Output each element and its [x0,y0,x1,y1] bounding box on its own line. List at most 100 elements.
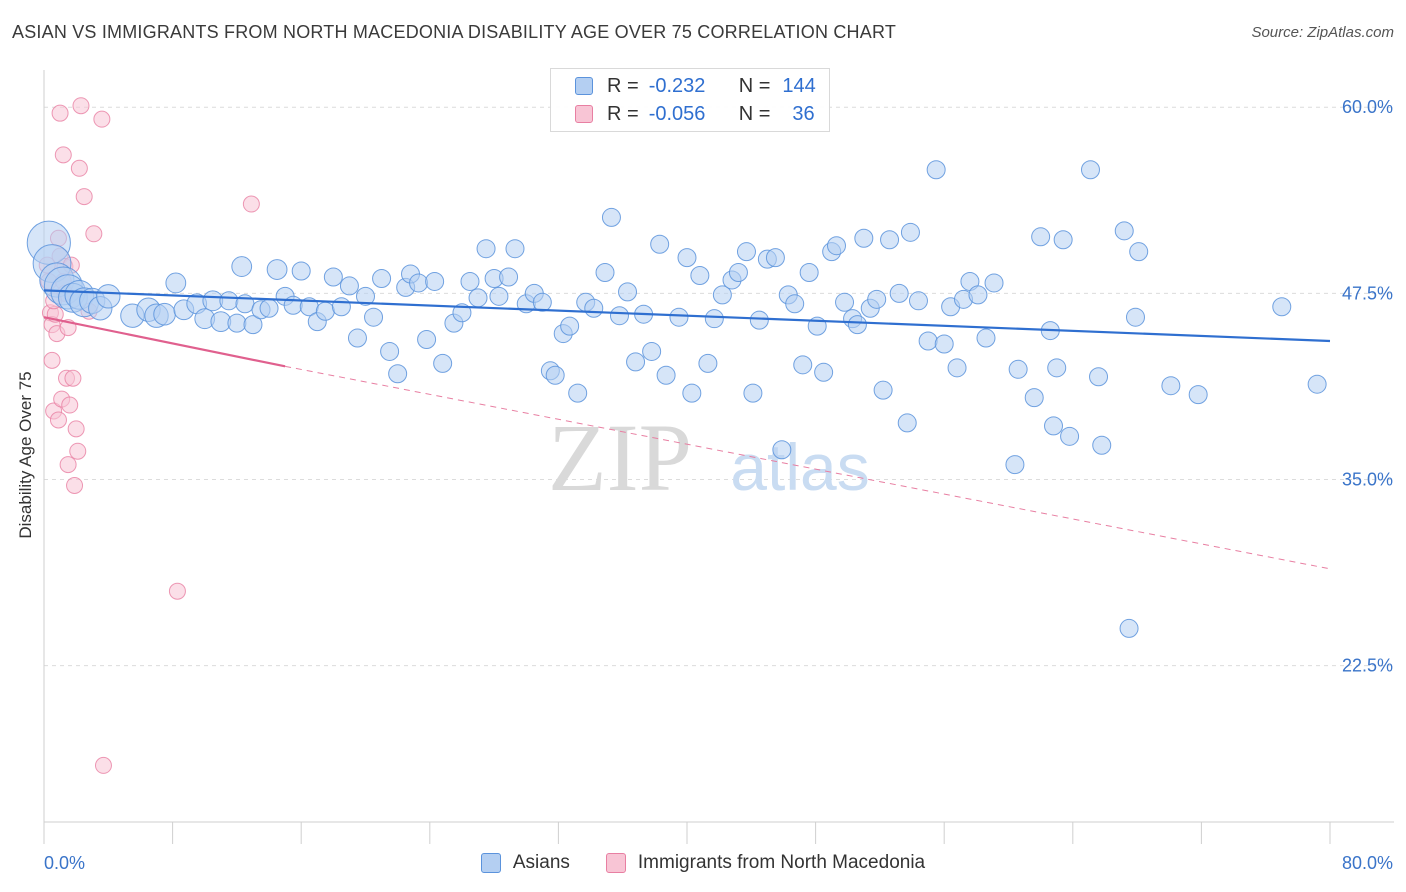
macedonia-point [51,104,69,122]
trend-lines [43,289,1331,570]
asians-point [560,316,580,336]
asians-point [96,284,121,309]
asians-point [984,273,1004,293]
asians-point [1008,359,1028,379]
asians-point [677,248,697,268]
asians-point [889,283,909,303]
asians-point [793,355,813,375]
asians-point [947,358,967,378]
legend-row-asians: R = -0.232 N = 144 [575,73,816,99]
asians-point [918,331,938,351]
series-macedonia-points [38,97,260,774]
macedonia-trend-line [43,316,286,368]
asians-point [499,267,519,287]
asians-point [704,309,724,329]
asians-point [976,328,996,348]
asians-point [476,239,496,259]
legend-swatch-asians [575,77,593,95]
asians-point [425,271,445,291]
asians-point [364,307,384,327]
asians-point [433,353,453,373]
legend-label-macedonia: Immigrants from North Macedonia [637,852,926,873]
legend-row-macedonia: R = -0.056 N = 36 [575,101,815,127]
asians-point [1272,297,1292,317]
legend-n-label: N = [738,74,771,97]
chart-source: Source: ZipAtlas.com [1251,24,1394,41]
asians-point [372,268,392,288]
series-legend: Asians Immigrants from North Macedonia [0,852,1406,874]
macedonia-point [59,456,77,474]
legend-swatch-asians [480,853,501,873]
asians-point [749,310,769,330]
grid-lines [44,106,1394,667]
asians-point [243,315,263,335]
asians-point [468,288,488,308]
legend-swatch-macedonia [605,853,626,873]
asians-point [609,306,629,326]
asians-point [388,364,408,384]
asians-point [799,263,819,283]
asians-point [595,263,615,283]
asians-point [682,383,702,403]
asians-point [601,207,621,227]
asians-point [1119,618,1139,638]
axes [43,70,1394,844]
asians-point [1092,435,1112,455]
legend-item-asians: Asians [480,852,570,874]
asians-point [380,341,400,361]
macedonia-trend-extension [285,365,1331,570]
asians-point [656,365,676,385]
macedonia-point [94,756,112,774]
macedonia-point [85,225,103,243]
asians-point [489,286,509,306]
macedonia-point [64,369,82,387]
asians-point [712,285,732,305]
macedonia-point [43,351,61,369]
correlation-legend: R = -0.232 N = 144 R = -0.056 N = 36 [550,68,830,132]
asians-point [231,256,253,277]
asians-point [934,334,954,354]
asians-point [642,341,662,361]
asians-point [873,380,893,400]
asians-point [1031,227,1051,247]
asians-point [1053,230,1073,250]
asians-point [698,353,718,373]
asians-point [826,236,846,256]
asians-point [968,285,988,305]
asians-point [460,271,480,291]
asians-point [339,276,359,296]
asians-point [847,315,867,335]
x-tick-label: 80.0% [1342,853,1393,873]
legend-r-label: R = [607,102,639,125]
macedonia-point [242,195,260,213]
macedonia-point [66,476,84,494]
asians-point [867,289,887,309]
legend-n-label: N = [738,102,771,125]
chart-title: ASIAN VS IMMIGRANTS FROM NORTH MACEDONIA… [12,22,897,42]
macedonia-point [72,97,90,115]
asians-point [626,352,646,372]
asians-point [1114,221,1134,241]
asians-point [505,239,525,259]
macedonia-point [168,582,186,600]
asians-point [1089,367,1109,387]
macedonia-point [93,110,111,128]
asians-point [331,297,351,317]
legend-n-value: 144 [782,74,816,97]
macedonia-point [67,420,85,438]
macedonia-point [61,396,79,414]
asians-point [785,294,805,314]
asians-point [900,222,920,242]
asians-point [736,242,756,262]
asians-point [532,292,552,312]
legend-item-macedonia: Immigrants from North Macedonia [605,852,926,874]
asians-point [765,248,785,268]
legend-swatch-macedonia [575,105,593,123]
asians-point [1125,307,1145,327]
asians-point [618,282,638,302]
asians-point [417,330,437,350]
asians-point [545,365,565,385]
legend-label-asians: Asians [512,852,570,873]
asians-point [219,291,239,311]
